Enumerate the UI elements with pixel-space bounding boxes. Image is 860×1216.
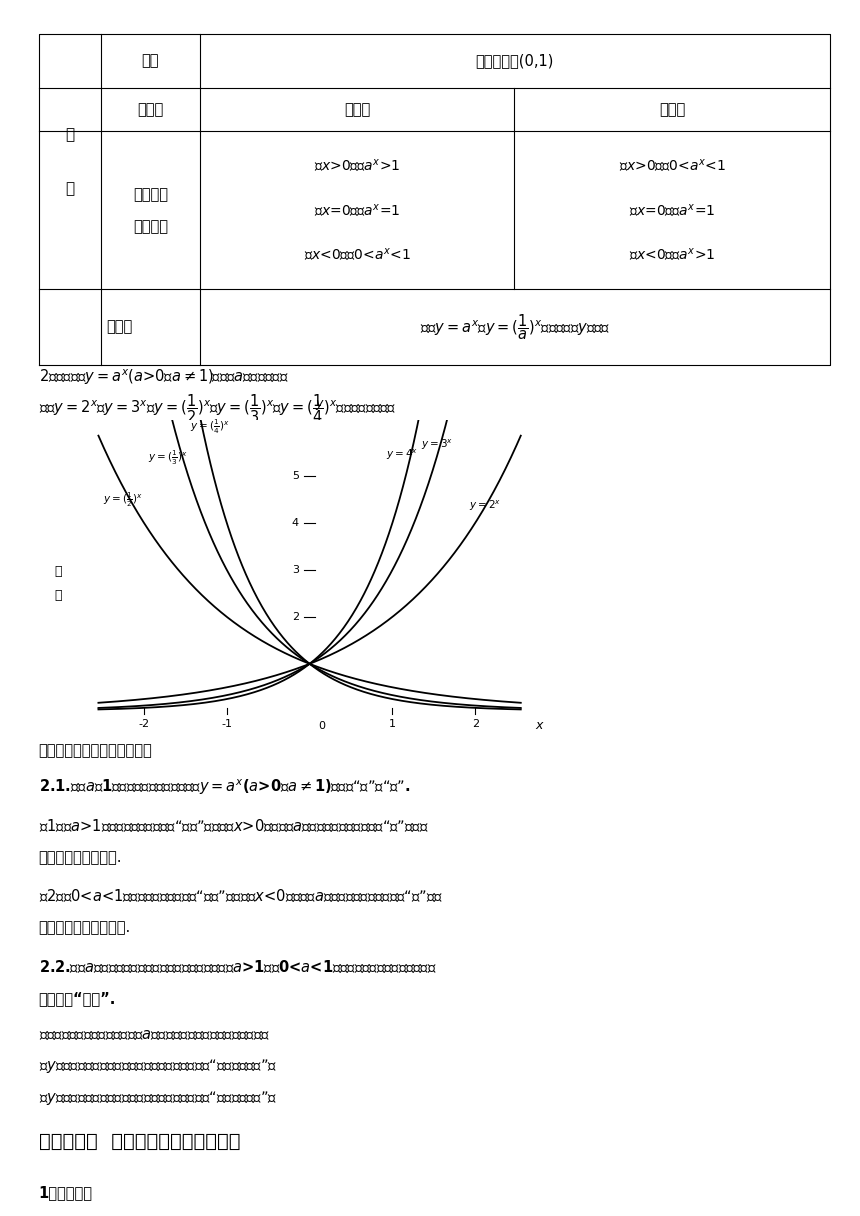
Text: 底: 底	[55, 565, 62, 578]
Text: $y=3^x$: $y=3^x$	[421, 438, 453, 452]
Text: 当$x$<0时，$a^x$>1: 当$x$<0时，$a^x$>1	[629, 247, 716, 263]
Text: 函数值的: 函数值的	[133, 187, 168, 202]
Text: 在$y$轴左侧，图象从上到下相应的底数由小变大，即“底数大图象低”；: 在$y$轴左侧，图象从上到下相应的底数由小变大，即“底数大图象低”；	[39, 1090, 277, 1107]
Text: 2: 2	[471, 719, 479, 730]
Text: 其函数值增长的越快.: 其函数值增长的越快.	[39, 850, 122, 865]
Text: （1）当$a$>1时，指数函数的图象是“上升”的，且当$x$>0时，底数$a$的值越大，函数的图象越“陡”，说明: （1）当$a$>1时，指数函数的图象是“上升”的，且当$x$>0时，底数$a$的…	[39, 817, 428, 834]
Text: 质: 质	[65, 181, 75, 196]
Text: 0: 0	[318, 721, 325, 731]
Text: 知识点三：  指数函数的定义域与值域: 知识点三： 指数函数的定义域与值域	[39, 1132, 240, 1152]
Text: 对称性: 对称性	[106, 320, 132, 334]
Text: $y=4^x$: $y=4^x$	[386, 447, 418, 462]
Text: 大: 大	[508, 422, 515, 434]
Text: 数: 数	[55, 590, 62, 602]
Text: 大: 大	[95, 714, 102, 726]
Text: （2）当0<$a$<1时，指数函数的图象是“下降”的，且当$x$<0时，底数$a$的值越小，函数的图象越“陡”，说: （2）当0<$a$<1时，指数函数的图象是“下降”的，且当$x$<0时，底数$a…	[39, 888, 443, 905]
Text: 小: 小	[508, 714, 515, 726]
Text: 变化情况: 变化情况	[133, 219, 168, 233]
Text: 1: 1	[389, 719, 396, 730]
Text: $y$: $y$	[316, 399, 325, 412]
Text: 当$x$>0时，0<$a^x$<1: 当$x$>0时，0<$a^x$<1	[618, 158, 726, 174]
Text: $y=2^x$: $y=2^x$	[469, 499, 501, 513]
Text: 2.1.底数$a$与1的大小关系决定了指数函数$y=a^x$($a$>0且$a\neq$1)图象的“升”与“降”.: 2.1.底数$a$与1的大小关系决定了指数函数$y=a^x$($a$>0且$a\…	[39, 777, 410, 796]
Text: 5: 5	[292, 471, 298, 480]
Text: -1: -1	[221, 719, 232, 730]
Text: $y=(\frac{1}{3})^x$: $y=(\frac{1}{3})^x$	[148, 447, 187, 467]
Text: 当$x$<0时，0<$a^x$<1: 当$x$<0时，0<$a^x$<1	[304, 247, 410, 263]
Text: 1、定义域：: 1、定义域：	[39, 1186, 93, 1200]
Text: 定点: 定点	[142, 54, 159, 68]
Text: 2、指数函数$y=a^x$($a$>0且$a\neq$1)的底数$a$对图象的影响: 2、指数函数$y=a^x$($a$>0且$a\neq$1)的底数$a$对图象的影…	[39, 367, 288, 387]
Text: 数图象越“靠上”.: 数图象越“靠上”.	[39, 991, 116, 1006]
Text: 函数$y=a^x$与$y=(\dfrac{1}{a})^x$的图象关于$y$轴对称: 函数$y=a^x$与$y=(\dfrac{1}{a})^x$的图象关于$y$轴对…	[420, 313, 610, 342]
Text: 小: 小	[95, 422, 102, 434]
Text: 减函数: 减函数	[659, 102, 685, 117]
Text: $y=(\frac{1}{2})^x$: $y=(\frac{1}{2})^x$	[102, 490, 142, 508]
Text: 在$y$轴右侧，图象从上到下相应的底数由大变小，即“底数大图象高”；: 在$y$轴右侧，图象从上到下相应的底数由大变小，即“底数大图象高”；	[39, 1058, 277, 1075]
Text: 当$x$=0时，$a^x$=1: 当$x$=0时，$a^x$=1	[314, 202, 400, 219]
Text: 底: 底	[525, 565, 532, 578]
Text: 4: 4	[292, 518, 298, 528]
Text: 3: 3	[292, 565, 298, 575]
Text: 2.2.底数$a$的大小决定了图象相对位置的高低：不论是$a$>1还是0<$a$<1，底数越大，在第一象限内的函: 2.2.底数$a$的大小决定了图象相对位置的高低：不论是$a$>1还是0<$a$…	[39, 958, 437, 975]
Text: -2: -2	[138, 719, 150, 730]
Text: 2: 2	[292, 612, 298, 621]
Text: 性: 性	[65, 128, 75, 142]
Text: 在同一平面直角坐标系中，底数$a$的大小决定了图象相对位置的高低；: 在同一平面直角坐标系中，底数$a$的大小决定了图象相对位置的高低；	[39, 1028, 270, 1042]
Text: 当$x$>0时，$a^x$>1: 当$x$>0时，$a^x$>1	[314, 158, 400, 174]
Text: 当$x$=0时，$a^x$=1: 当$x$=0时，$a^x$=1	[629, 202, 716, 219]
Text: 函数$y=2^x$，$y=3^x$和$y=(\dfrac{1}{2})^x$，$y=(\dfrac{1}{3})^x$，$y=(\dfrac{1}{4})^x$: 函数$y=2^x$，$y=3^x$和$y=(\dfrac{1}{2})^x$，$…	[39, 393, 396, 424]
Text: 增函数: 增函数	[344, 102, 370, 117]
Text: 单调性: 单调性	[138, 102, 163, 117]
Text: $y=(\frac{1}{4})^x$: $y=(\frac{1}{4})^x$	[189, 417, 229, 437]
Text: 明其函数值减小的越快.: 明其函数值减小的越快.	[39, 921, 131, 935]
Text: 图象过定点(0,1): 图象过定点(0,1)	[476, 54, 554, 68]
Text: $x$: $x$	[535, 719, 544, 732]
Text: 观察图象，我们有如下结论：: 观察图象，我们有如下结论：	[39, 743, 152, 758]
Text: 数: 数	[525, 590, 532, 602]
